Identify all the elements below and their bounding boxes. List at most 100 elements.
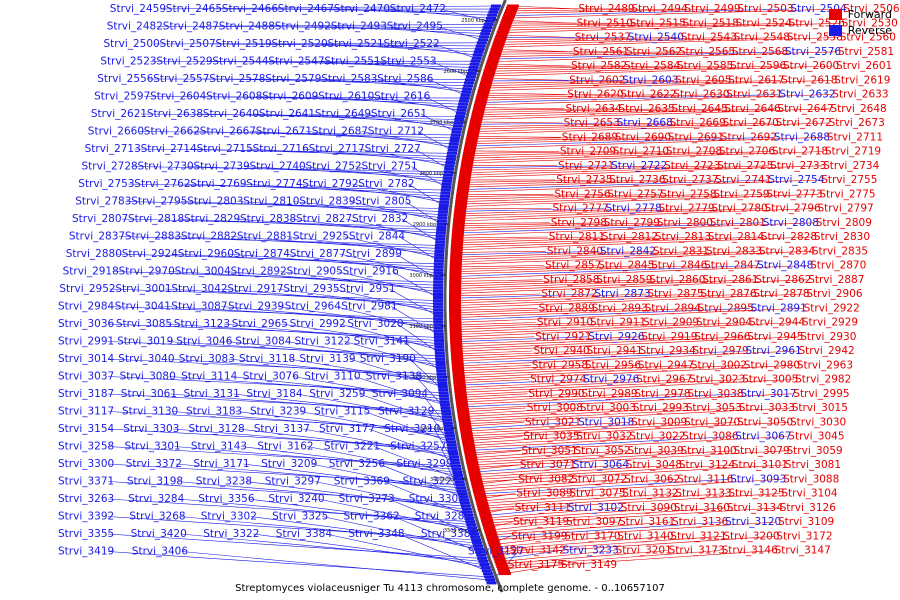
reverse-gene-feature	[463, 84, 474, 88]
reverse-gene-label: Strvi_2874	[234, 248, 291, 260]
forward-gene-label: Strvi_2860	[649, 274, 705, 286]
forward-gene-feature	[459, 422, 471, 426]
forward-leader-line	[455, 251, 758, 263]
reverse-gene-label: Strvi_3042	[171, 283, 227, 295]
forward-gene-feature	[449, 325, 462, 329]
forward-gene-label: Strvi_3172	[776, 530, 832, 542]
forward-leader-line	[458, 222, 709, 231]
forward-gene-feature	[491, 550, 504, 554]
reverse-gene-feature	[466, 523, 477, 527]
forward-leader-line	[473, 122, 775, 132]
forward-gene-feature	[470, 477, 482, 481]
forward-leader-line	[455, 265, 810, 280]
reverse-gene-feature	[433, 262, 444, 266]
reverse-gene-feature	[465, 75, 476, 79]
forward-gene-feature	[474, 497, 487, 501]
forward-gene-feature	[491, 552, 504, 556]
forward-gene-label: Strvi_2632	[779, 89, 835, 101]
reverse-gene-label: Strvi_2752	[306, 161, 362, 173]
reverse-gene-label: Strvi_2467	[278, 3, 334, 15]
reverse-gene-feature	[471, 538, 482, 542]
forward-gene-feature	[449, 318, 462, 322]
reverse-leader-line	[439, 8, 489, 22]
reverse-leader-line	[358, 148, 449, 166]
forward-gene-feature	[489, 52, 501, 56]
forward-gene-feature	[451, 236, 464, 240]
reverse-gene-label: Strvi_2916	[343, 266, 400, 278]
reverse-gene-feature	[433, 308, 444, 312]
forward-gene-label: Strvi_3048	[626, 459, 682, 471]
reverse-leader-line	[238, 428, 453, 455]
reverse-leader-line	[420, 113, 456, 133]
reverse-leader-line	[334, 306, 438, 332]
reverse-gene-feature	[467, 68, 478, 72]
reverse-leader-line	[252, 113, 458, 123]
forward-gene-label: Strvi_2562	[626, 46, 682, 58]
forward-gene-label: Strvi_3064	[573, 459, 630, 471]
reverse-gene-feature	[435, 240, 446, 244]
forward-leader-line	[483, 80, 834, 91]
forward-gene-feature	[453, 383, 466, 387]
forward-leader-line	[455, 279, 702, 289]
reverse-leader-line	[333, 288, 438, 314]
forward-gene-feature	[449, 304, 461, 307]
forward-gene-label: Strvi_2813	[655, 231, 711, 243]
forward-leader-line	[460, 379, 795, 396]
forward-gene-label: Strvi_2919	[641, 331, 697, 343]
forward-gene-feature	[463, 448, 476, 452]
reverse-leader-line	[167, 341, 440, 360]
reverse-leader-line	[433, 43, 476, 59]
forward-leader-line	[456, 336, 641, 345]
reverse-gene-feature	[452, 127, 463, 131]
reverse-leader-line	[292, 376, 444, 403]
forward-leader-line	[467, 151, 824, 164]
forward-gene-label: Strvi_3124	[679, 459, 736, 471]
reverse-leader-line	[171, 411, 449, 433]
forward-leader-line	[466, 422, 737, 437]
forward-leader-line	[456, 251, 599, 256]
reverse-gene-feature	[474, 47, 485, 51]
forward-leader-line	[464, 165, 823, 178]
reverse-gene-feature	[468, 529, 479, 533]
reverse-leader-line	[107, 341, 440, 357]
forward-gene-feature	[505, 9, 517, 13]
forward-gene-label: Strvi_3173	[669, 545, 725, 557]
forward-gene-label: Strvi_2859	[596, 274, 652, 286]
forward-leader-line	[496, 536, 670, 550]
reverse-gene-label: Strvi_2881	[237, 231, 293, 243]
forward-gene-label: Strvi_3161	[619, 516, 675, 528]
reverse-gene-label: Strvi_2769	[190, 178, 246, 190]
forward-gene-label: Strvi_2966	[694, 331, 751, 343]
forward-gene-label: Strvi_2735	[556, 174, 612, 186]
forward-leader-line	[454, 279, 808, 294]
reverse-gene-label: Strvi_2667	[200, 126, 256, 138]
forward-leader-line	[475, 121, 563, 124]
reverse-gene-feature	[447, 151, 457, 155]
forward-gene-feature	[451, 357, 464, 361]
reverse-gene-feature	[484, 575, 495, 579]
forward-gene-label: Strvi_3119	[513, 516, 569, 528]
reverse-gene-label: Strvi_3238	[196, 476, 252, 488]
forward-leader-line	[455, 265, 704, 275]
forward-gene-feature	[453, 217, 466, 220]
forward-leader-line	[499, 550, 562, 560]
reverse-leader-line	[397, 323, 439, 354]
reverse-gene-label: Strvi_3284	[128, 493, 185, 505]
forward-gene-label: Strvi_2797	[818, 203, 874, 215]
forward-gene-feature	[471, 113, 484, 117]
reverse-gene-feature	[479, 563, 490, 566]
reverse-gene-feature	[436, 228, 447, 232]
reverse-gene-label: Strvi_2952	[59, 283, 115, 295]
forward-gene-label: Strvi_3132	[622, 488, 678, 500]
reverse-gene-label: Strvi_2837	[69, 231, 125, 243]
forward-gene-feature	[479, 514, 492, 518]
forward-gene-feature	[481, 521, 494, 525]
reverse-leader-line	[408, 183, 443, 206]
forward-gene-label: Strvi_2812	[602, 231, 658, 243]
reverse-gene-feature	[444, 431, 455, 435]
forward-gene-feature	[459, 168, 472, 172]
reverse-gene-label: Strvi_2795	[131, 196, 187, 208]
ticks: 2500 kbp 2600 kbp 2700 kbp 2800 kbp 2900 kbp…	[409, 18, 498, 534]
forward-leader-line	[468, 151, 718, 159]
forward-leader-line	[493, 51, 784, 60]
